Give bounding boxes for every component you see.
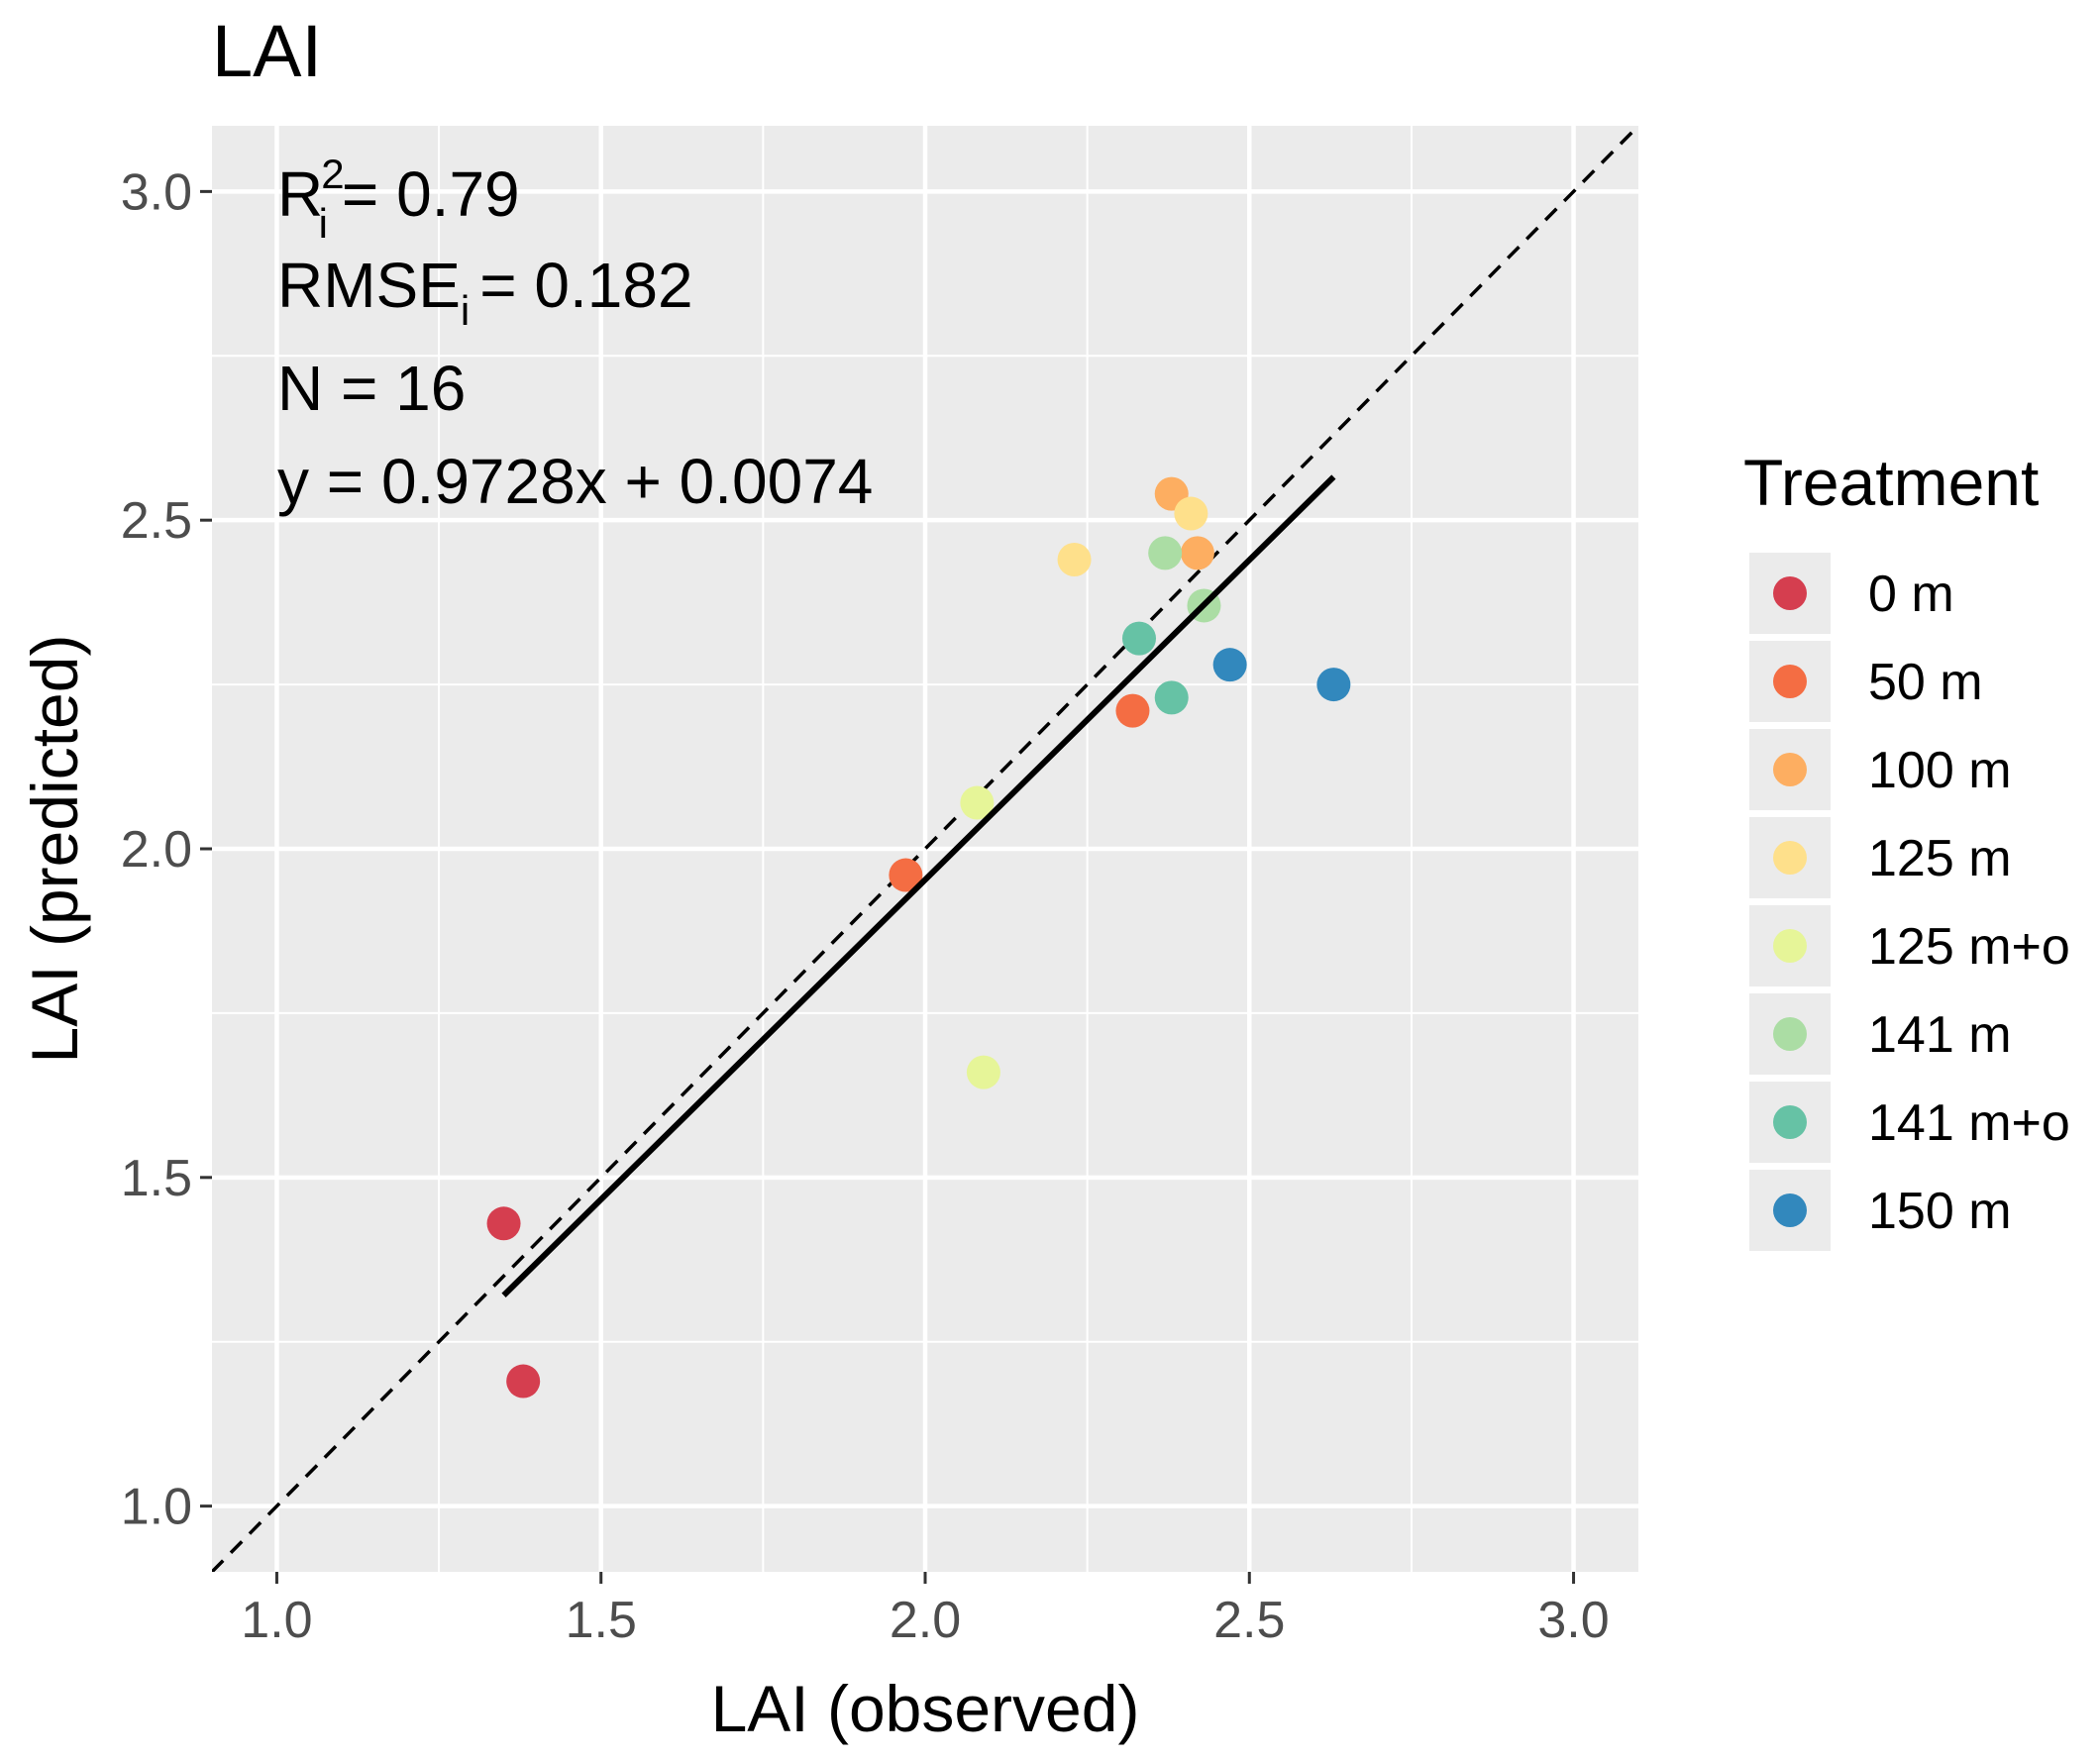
data-point-0-m (486, 1206, 521, 1241)
major-gridlines (212, 126, 1638, 1572)
y-tick-label: 2.0 (121, 821, 192, 879)
data-point-0-m (506, 1364, 541, 1399)
data-point-50-m (889, 858, 923, 892)
rmse-value: = 0.182 (479, 250, 692, 321)
x-tick-label: 2.5 (1213, 1592, 1285, 1649)
y-tick-label: 2.5 (121, 492, 192, 550)
y-axis: 1.0 1.5 2.0 2.5 3.0 (121, 163, 212, 1536)
y-tick-label: 1.5 (121, 1150, 192, 1207)
data-point-125-m-plus-o (960, 785, 995, 820)
legend-swatch-125-m (1773, 841, 1807, 875)
legend-label-100-m: 100 m (1868, 742, 2012, 799)
data-point-125-m (1057, 543, 1092, 576)
data-point-100-m (1180, 536, 1214, 570)
legend-swatch-150-m (1773, 1193, 1807, 1227)
rmse-subscript: i (461, 287, 470, 334)
legend-swatch-141-m (1773, 1017, 1807, 1051)
legend-swatch-125-m-plus-o (1773, 929, 1807, 963)
legend-label-141-m: 141 m (1868, 1006, 2012, 1064)
x-tick-label: 2.0 (890, 1592, 961, 1649)
data-point-150-m (1212, 648, 1247, 682)
legend-label-125-m-plus-o: 125 m+o (1868, 918, 2070, 976)
r2-label: R (277, 158, 323, 230)
legend-label-50-m: 50 m (1868, 654, 1983, 711)
n-annotation: N = 16 (277, 353, 466, 424)
r2-annotation: R2 i = 0.79 (277, 151, 520, 247)
rmse-label: RMSE (277, 250, 461, 321)
legend-label-141-m-plus-o: 141 m+o (1868, 1094, 2070, 1152)
data-point-141-m (1148, 536, 1183, 570)
x-tick-label: 3.0 (1537, 1592, 1609, 1649)
one-to-one-reference-line (212, 126, 1638, 1572)
r2-subscript: i (319, 200, 328, 247)
data-point-50-m (1115, 693, 1150, 728)
data-point-125-m-plus-o (966, 1055, 1000, 1089)
x-tick-label: 1.0 (241, 1592, 312, 1649)
y-tick-label: 1.0 (121, 1479, 192, 1536)
r2-value: = 0.79 (342, 158, 520, 230)
legend-label-125-m: 125 m (1868, 830, 2012, 887)
chart-title: LAI (212, 10, 322, 92)
y-axis-title: LAI (predicted) (18, 635, 91, 1064)
legend-swatch-50-m (1773, 665, 1807, 698)
rmse-annotation: RMSEi = 0.182 (277, 250, 693, 334)
legend: Treatment 0 m 50 m 100 m 125 m 125 m+o 141 m 1… (1743, 446, 2070, 1251)
x-axis: 1.0 1.5 2.0 2.5 3.0 (241, 1572, 1610, 1649)
stats-annotation: R2 i = 0.79 RMSEi = 0.182 N = 16 y = 0.9728… (277, 151, 873, 517)
equation-annotation: y = 0.9728x + 0.0074 (277, 446, 873, 517)
data-point-141-m-plus-o (1122, 621, 1156, 656)
legend-label-150-m: 150 m (1868, 1183, 2012, 1240)
data-point-125-m (1174, 496, 1208, 531)
y-tick-label: 3.0 (121, 163, 192, 221)
legend-swatch-100-m (1773, 753, 1807, 786)
x-axis-title: LAI (observed) (711, 1672, 1140, 1745)
legend-label-0-m: 0 m (1868, 566, 1954, 623)
legend-title: Treatment (1743, 446, 2039, 519)
r2-superscript: 2 (321, 151, 344, 197)
data-point-150-m (1316, 668, 1351, 702)
legend-swatch-141-m-plus-o (1773, 1105, 1807, 1139)
data-point-141-m-plus-o (1154, 680, 1189, 715)
regression-fit-line (501, 474, 1336, 1297)
legend-swatch-0-m (1773, 576, 1807, 610)
x-tick-label: 1.5 (566, 1592, 637, 1649)
legend-items: 0 m 50 m 100 m 125 m 125 m+o 141 m 141 m+o 150 … (1749, 553, 2070, 1251)
